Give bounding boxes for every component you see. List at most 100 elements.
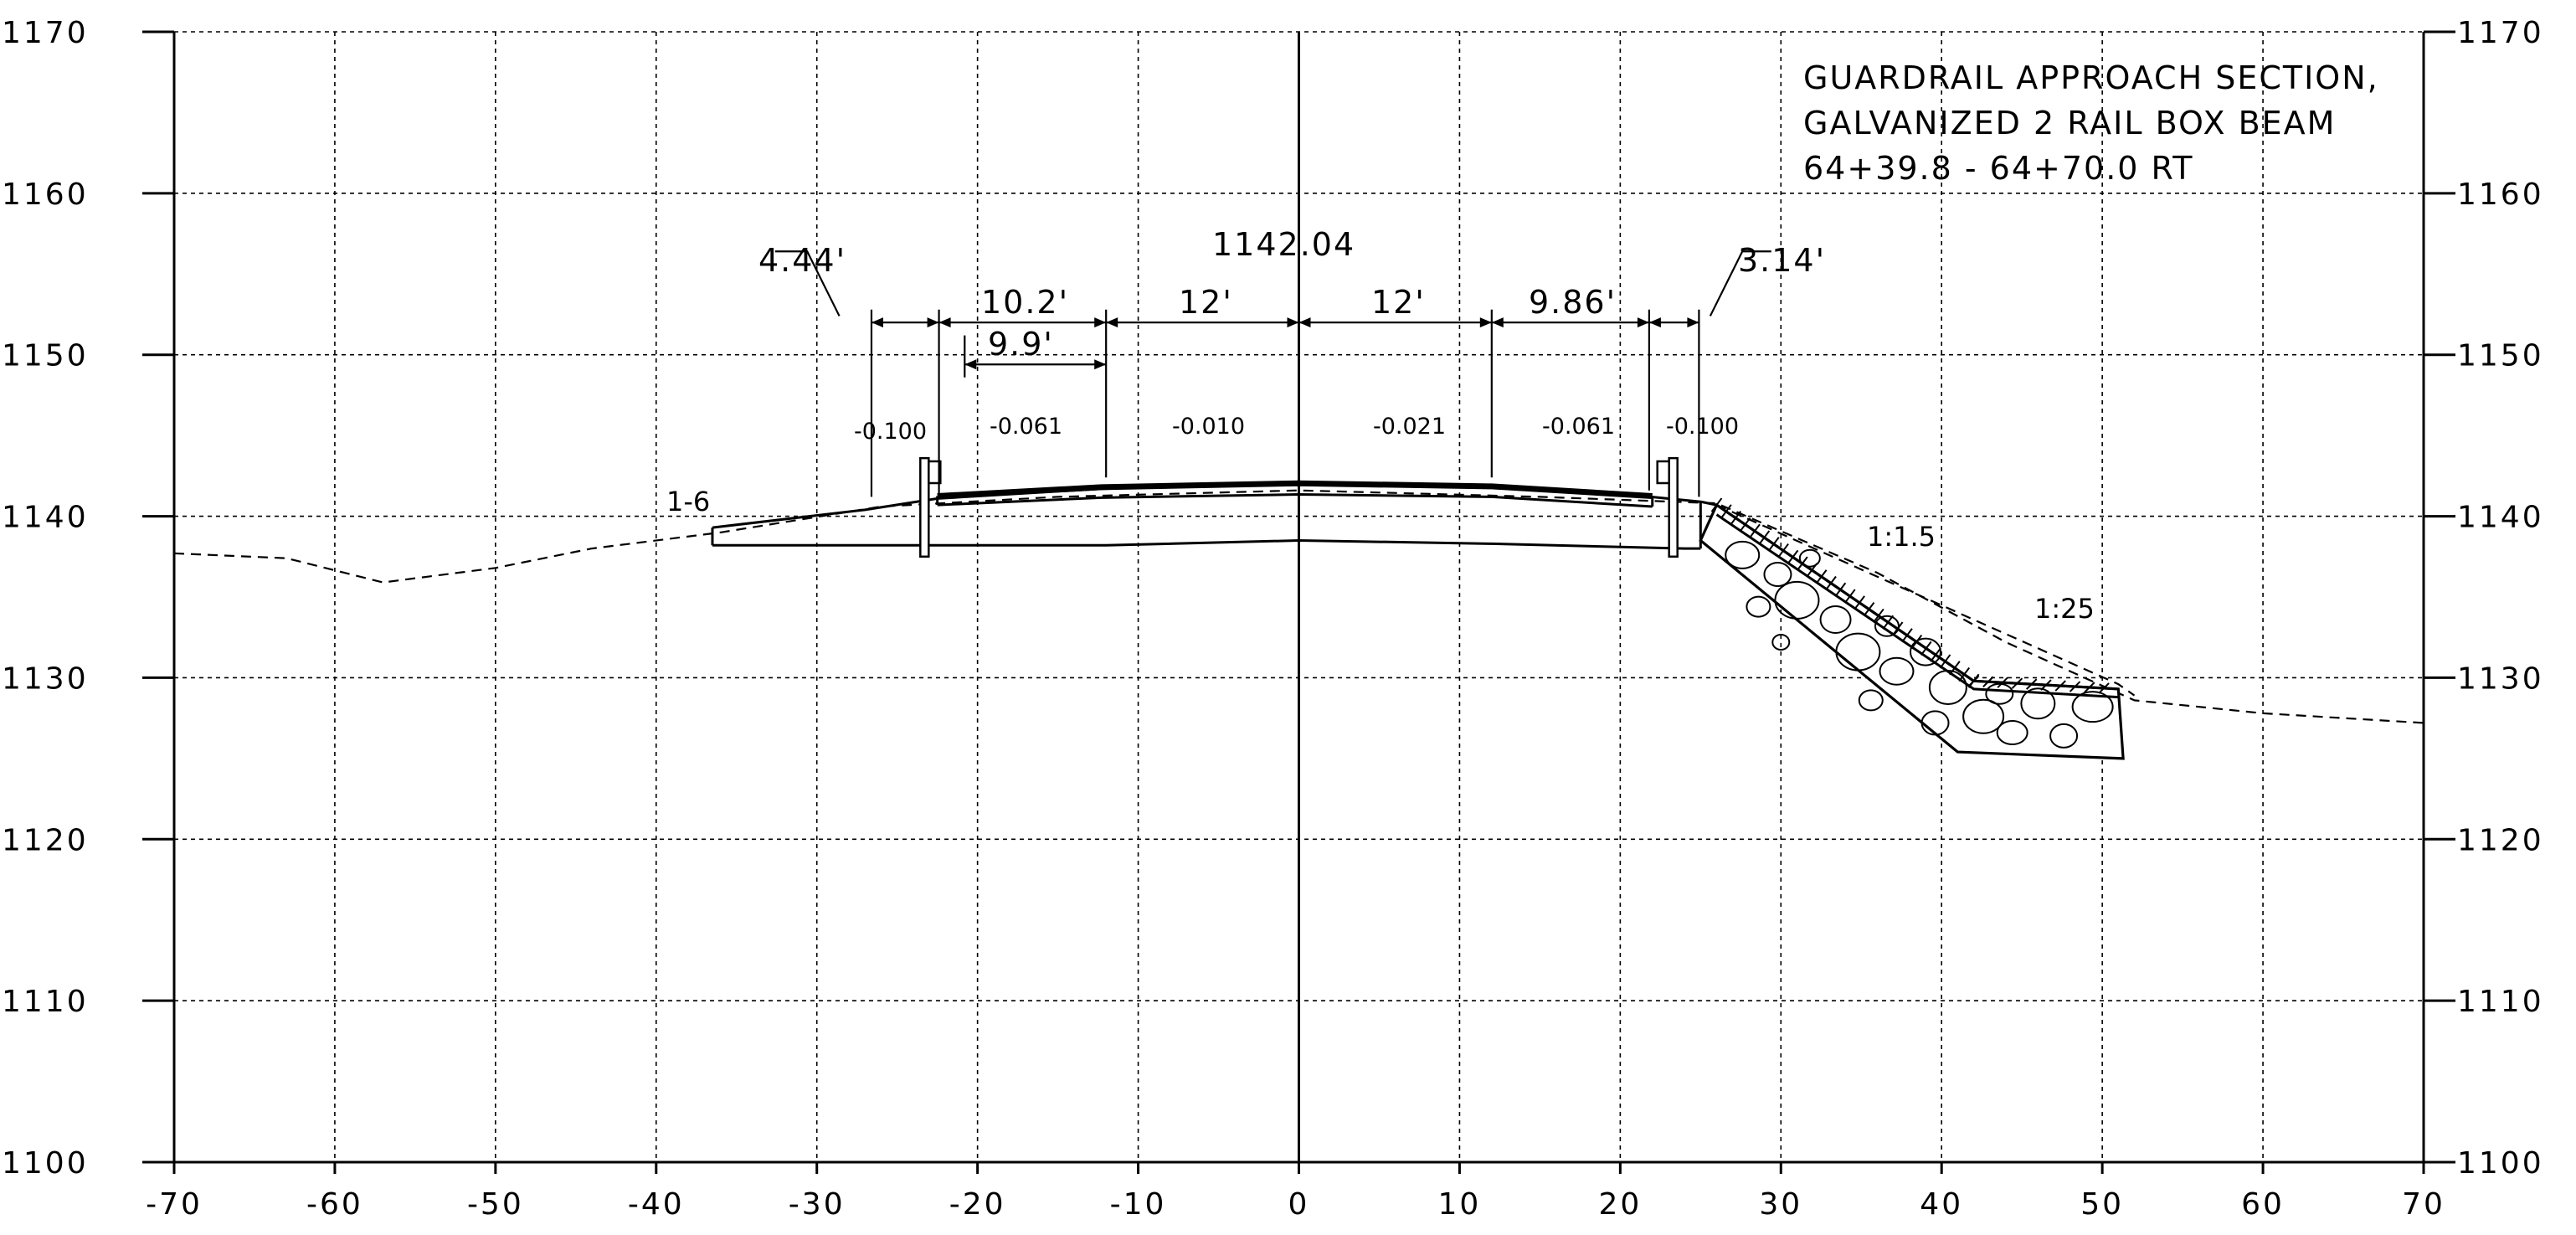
- x-tick-label: 60: [2241, 1187, 2285, 1222]
- y-tick-labels-right: 1100 1110 1120 1130 1140 1150 1160 1170: [2457, 16, 2544, 1181]
- x-tick-label: -30: [789, 1187, 846, 1222]
- x-tick-label: -70: [146, 1187, 203, 1222]
- dim-line-right-outer-arrow-right: [1687, 317, 1699, 328]
- y-tick-label: 1140: [2457, 501, 2544, 535]
- riprap-hatch: [1967, 675, 1980, 687]
- left-box-beam: [928, 460, 942, 485]
- riprap-hatch: [1920, 641, 1932, 656]
- riprap-hatch: [1901, 628, 1913, 643]
- riprap-stone: [1920, 710, 1950, 736]
- x-tick-label: -50: [467, 1187, 524, 1222]
- left-rail-post: [919, 456, 930, 558]
- dim-line-right-shoulder-arrow-left: [1491, 317, 1504, 328]
- title-line-2: GALVANIZED 2 RAIL BOX BEAM: [1803, 105, 2336, 142]
- riprap-hatch: [1767, 537, 1780, 552]
- right-rail-post: [1668, 456, 1679, 558]
- pavement-base-line: [937, 492, 1653, 508]
- riprap-stone: [1858, 689, 1884, 712]
- riprap-hatch: [1854, 595, 1865, 610]
- x-tick-label: 20: [1598, 1187, 1642, 1222]
- y-tick-label: 1150: [2457, 339, 2544, 373]
- riprap-stone: [1928, 670, 1967, 705]
- dim-line-right-lane-arrow-left: [1298, 317, 1311, 328]
- riprap-hatch: [1873, 608, 1884, 624]
- dim-line-right-shoulder-arrow-right: [1637, 317, 1649, 328]
- riprap-hatch: [1997, 677, 2008, 688]
- slope-label-4: -0.021: [1373, 414, 1446, 440]
- dimension-annotations: 1142.04 4.44' 10.2' 9.9' 12' 12' 9.86' 3…: [666, 226, 2095, 625]
- x-tick-label: -10: [1110, 1187, 1167, 1222]
- riprap-hatch: [1758, 530, 1771, 545]
- dim-line-left-lane-arrow-right: [1287, 317, 1299, 328]
- riprap-hatch: [1777, 543, 1789, 558]
- riprap-hatch: [1787, 549, 1799, 564]
- riprap-stone: [1985, 682, 2014, 705]
- riprap-hatch: [1834, 582, 1847, 597]
- riprap-hatch: [2025, 678, 2038, 690]
- section-title-block: GUARDRAIL APPROACH SECTION, GALVANIZED 2…: [1803, 59, 2378, 187]
- subgrade-line: [712, 538, 1701, 550]
- riprap-bedding-line: [1715, 513, 2119, 699]
- dim-line-left-shoulder-arrow-left: [938, 317, 951, 328]
- slope-label-3: -0.010: [1172, 414, 1245, 440]
- slope-label-5: -0.061: [1542, 414, 1615, 440]
- y-tick-label: 1120: [2, 823, 89, 857]
- y-tick-label: 1170: [2457, 16, 2544, 50]
- y-tick-label: 1120: [2457, 823, 2544, 857]
- x-tick-label: -40: [628, 1187, 685, 1222]
- pavement-surface: [937, 480, 1653, 499]
- riprap-stone: [1798, 548, 1821, 568]
- leader-right-outer: [1709, 250, 1771, 316]
- riprap-hatch: [2084, 682, 2095, 693]
- x-tick-label: -20: [949, 1187, 1006, 1222]
- y-tick-label: 1140: [2, 501, 89, 535]
- riprap-hatch: [1720, 504, 1732, 519]
- dim-left-outer: 4.44': [758, 242, 846, 279]
- riprap-stone: [2071, 691, 2114, 723]
- riprap-stone: [1819, 605, 1852, 634]
- x-tick-label: 30: [1759, 1187, 1802, 1222]
- slope-label-2: -0.061: [990, 414, 1062, 440]
- y-tick-label: 1160: [2, 178, 89, 212]
- riprap-hatch: [1930, 647, 1941, 662]
- dim-right-shoulder: 9.86': [1529, 284, 1617, 321]
- riprap-stone: [1962, 698, 2005, 734]
- right-box-beam: [1656, 460, 1670, 485]
- grid: [174, 32, 2424, 1162]
- riprap-stone: [1763, 562, 1792, 587]
- slope-label-6: -0.100: [1666, 414, 1739, 440]
- dim-right-outer: 3.14': [1738, 242, 1826, 279]
- riprap-stone: [1774, 580, 1820, 620]
- x-tick-label: 0: [1288, 1187, 1310, 1222]
- riprap-hatch: [1825, 575, 1837, 591]
- x-tick-label: -60: [306, 1187, 363, 1222]
- cross-section-geometry: [173, 456, 2424, 760]
- y-tick-label: 1170: [2, 16, 89, 50]
- dim-line-left-lane-arrow-left: [1106, 317, 1118, 328]
- y-tick-label: 1160: [2457, 178, 2544, 212]
- y-tick-label: 1110: [2, 985, 89, 1019]
- leader-left-outer: [774, 250, 841, 316]
- riprap-hatch: [1815, 569, 1828, 584]
- riprap-hatch: [1882, 615, 1895, 630]
- x-tick-label: 70: [2402, 1187, 2445, 1222]
- y-tick-labels-left: 1100 1110 1120 1130 1140 1150 1160 1170: [2, 16, 89, 1181]
- alternate-grade-line: [1716, 504, 2136, 697]
- y-tick-label: 1100: [2457, 1146, 2544, 1181]
- dim-left-shoulder: 10.2': [981, 284, 1069, 321]
- right-ground-slope-label: 1:25: [2034, 593, 2095, 625]
- centerline-elevation-label: 1142.04: [1212, 226, 1355, 263]
- dim-line-left-outer-arrow-left: [871, 317, 883, 328]
- riprap-stone: [1910, 637, 1942, 666]
- riprap-stone: [2049, 723, 2079, 749]
- riprap-hatch: [2069, 681, 2081, 692]
- slope-label-1: -0.100: [854, 419, 927, 445]
- dim-line-left-outer-arrow-right: [927, 317, 939, 328]
- riprap-hatch: [1982, 676, 1994, 687]
- riprap-stones: [1725, 540, 2114, 749]
- riprap-stone: [1879, 656, 1915, 686]
- riprap-hatch: [1863, 602, 1875, 617]
- riprap-hatch: [1949, 661, 1961, 676]
- dim-line-left-shoulder-arrow-right: [1094, 317, 1107, 328]
- axis-frame: [142, 30, 2455, 1174]
